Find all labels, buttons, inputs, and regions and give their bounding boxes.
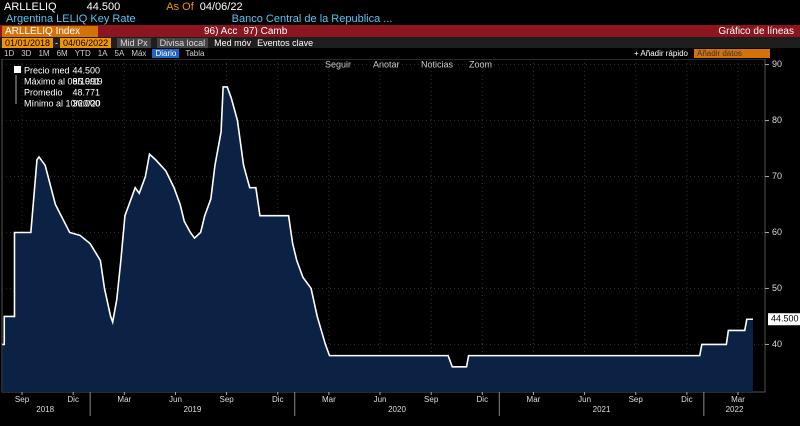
y-tick-label: 70 bbox=[772, 171, 782, 181]
period-button[interactable]: 1M bbox=[38, 49, 50, 58]
as-of-label: As Of bbox=[166, 0, 194, 13]
year-label: 2021 bbox=[593, 405, 611, 414]
area bbox=[2, 86, 753, 393]
x-tick-label: Jun bbox=[169, 395, 182, 404]
chart-tool: Anotar bbox=[373, 59, 400, 69]
x-tick-label: Sep bbox=[424, 395, 439, 404]
y-tick-label: 40 bbox=[772, 339, 782, 349]
x-tick-label: Dic bbox=[67, 395, 79, 404]
year-label: 2018 bbox=[36, 405, 54, 414]
x-tick-label: Mar bbox=[117, 395, 131, 404]
frequency[interactable]: Diario bbox=[152, 49, 180, 58]
currency[interactable]: Divisa local bbox=[156, 37, 209, 48]
year-label: 2019 bbox=[184, 405, 202, 414]
period-button[interactable]: 5A bbox=[114, 49, 125, 58]
period-row: 1D 3D 1M 6M YTD 1A 5A Máx Diario Tabla + Añadir… bbox=[0, 48, 800, 59]
x-tick-label: Sep bbox=[219, 395, 234, 404]
y-tick-label: 60 bbox=[772, 227, 782, 237]
chart-tool: Noticias bbox=[421, 59, 454, 69]
as-of-date: 04/06/22 bbox=[199, 0, 243, 13]
period-button[interactable]: 1D bbox=[4, 49, 15, 58]
legend-checkbox bbox=[14, 66, 21, 73]
legend-label: Máximo al 09/10/19 bbox=[24, 76, 103, 86]
quick-add[interactable]: + Añadir rápido bbox=[633, 49, 688, 58]
header-row: ARLLELIQ 44.500 As Of 04/06/22 bbox=[0, 0, 800, 13]
period-button[interactable]: YTD bbox=[74, 49, 91, 58]
view-title: Gráfico de líneas bbox=[718, 25, 794, 37]
source: Banco Central de la Republica ... bbox=[231, 13, 393, 25]
field[interactable]: Mid Px bbox=[117, 37, 151, 48]
add-data[interactable]: Añadir datos bbox=[694, 49, 770, 58]
period-button[interactable]: 1A bbox=[97, 49, 108, 58]
legend-value: 85.991 bbox=[72, 76, 100, 86]
end-date[interactable]: 04/06/2022 bbox=[60, 37, 112, 48]
y-tick-label: 90 bbox=[772, 59, 782, 69]
x-tick-label: Jun bbox=[578, 395, 591, 404]
x-tick-label: Sep bbox=[629, 395, 644, 404]
security-field[interactable]: ARLLELIQ Index bbox=[2, 25, 98, 37]
separator: - bbox=[55, 37, 59, 48]
legend-label: Promedio bbox=[24, 87, 63, 97]
chart-tool: Zoom bbox=[469, 59, 492, 69]
x-tick-label: Dic bbox=[477, 395, 489, 404]
periods: 1D 3D 1M 6M YTD 1A 5A Máx bbox=[4, 49, 146, 58]
action[interactable]: 96) Acc bbox=[204, 25, 238, 37]
x-tick-label: Dic bbox=[681, 395, 693, 404]
ticker: ARLLELIQ bbox=[4, 0, 57, 13]
table-button[interactable]: Tabla bbox=[185, 49, 205, 58]
security-name: Argentina LELIQ Key Rate bbox=[6, 13, 136, 25]
x-tick-label: Jun bbox=[374, 395, 387, 404]
period-button[interactable]: Máx bbox=[131, 49, 147, 58]
legend-value: 44.500 bbox=[72, 65, 100, 75]
x-tick-label: Mar bbox=[527, 395, 541, 404]
name-row: Argentina LELIQ Key Rate Banco Central d… bbox=[0, 13, 800, 25]
period-button[interactable]: 6M bbox=[56, 49, 68, 58]
year-label: 2022 bbox=[726, 405, 744, 414]
year-label: 2020 bbox=[388, 405, 406, 414]
legend-value: 48.771 bbox=[72, 87, 100, 97]
line bbox=[2, 86, 753, 368]
last-value-label: 44.500 bbox=[771, 314, 799, 324]
chart: 40 50 60 70 80 90 Sep Dic Mar Jun Sep Dic Mar Jun Sep D… bbox=[1, 59, 800, 416]
chart-tool: Seguir bbox=[325, 59, 351, 69]
y-tick-label: 80 bbox=[772, 115, 782, 125]
y-tick-label: 50 bbox=[772, 283, 782, 293]
x-tick-label: Mar bbox=[731, 395, 745, 404]
option[interactable]: Med móv bbox=[214, 37, 252, 48]
price: 44.500 bbox=[86, 0, 121, 13]
range-row: 01/01/2018 - 04/06/2022 Mid Px Divisa lo… bbox=[0, 37, 800, 48]
legend-value: 36.000 bbox=[72, 98, 100, 108]
legend-label: Mínimo al 10/20/20 bbox=[24, 98, 101, 108]
option[interactable]: Eventos clave bbox=[257, 37, 314, 48]
legend-label: Precio med bbox=[24, 65, 70, 75]
last-value-box bbox=[768, 313, 800, 326]
x-tick-label: Dic bbox=[272, 395, 284, 404]
start-date[interactable]: 01/01/2018 bbox=[2, 37, 54, 48]
x-tick-label: Sep bbox=[15, 395, 30, 404]
toolbar: ARLLELIQ Index 96) Acc 97) Camb Gráfico … bbox=[0, 25, 800, 37]
action[interactable]: 97) Camb bbox=[243, 25, 288, 37]
x-tick-label: Mar bbox=[322, 395, 336, 404]
period-button[interactable]: 3D bbox=[21, 49, 32, 58]
